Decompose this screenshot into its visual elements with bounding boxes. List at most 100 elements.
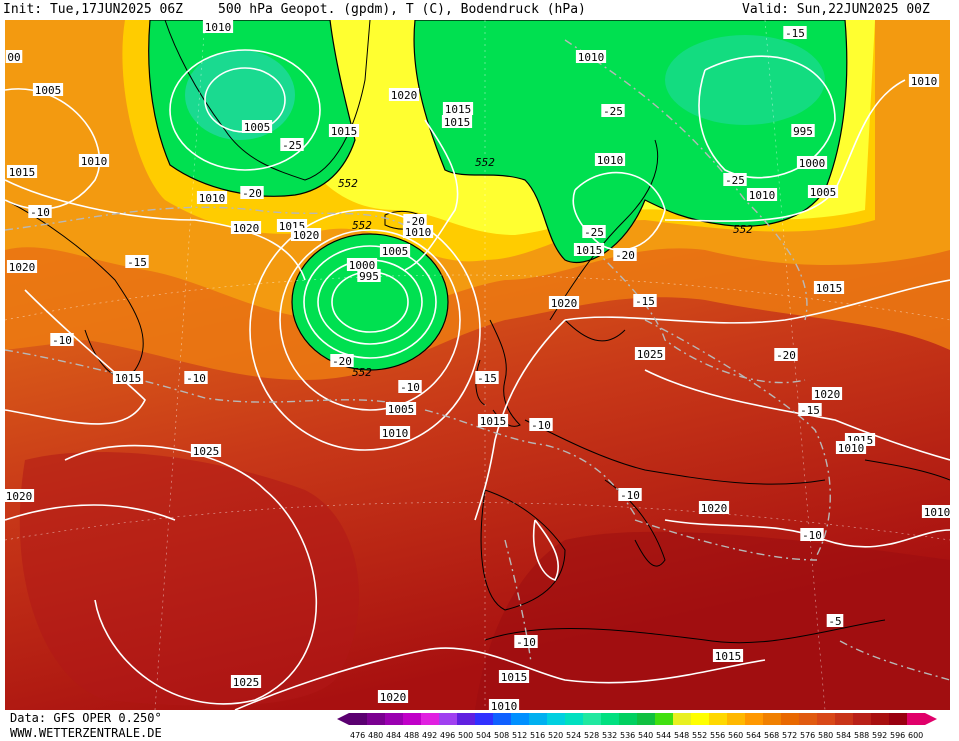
isobar-label: 00 [7, 51, 20, 64]
temperature-label: -25 [725, 174, 745, 187]
map-header: Init: Tue,17JUN2025 06Z 500 hPa Geopot. … [0, 0, 959, 20]
isobar-label-box [230, 221, 262, 234]
legend-value: 488 [404, 731, 419, 740]
isobar-label-box [328, 124, 360, 137]
legend-swatch [745, 713, 763, 725]
legend-value: 492 [422, 731, 437, 740]
temperature-label: -20 [776, 349, 796, 362]
legend-swatch [511, 713, 529, 725]
isobar-label: 1020 [391, 89, 418, 102]
isobar-label: 1010 [81, 155, 108, 168]
isobar-label: 1005 [388, 403, 415, 416]
legend-swatch [871, 713, 889, 725]
isobar-label: 1010 [382, 427, 409, 440]
isobar-label-box [32, 83, 64, 96]
legend-value: 568 [764, 731, 779, 740]
isobar-label: 1015 [331, 125, 358, 138]
legend-value: 484 [386, 731, 401, 740]
coast-iberia [480, 489, 566, 611]
temperature-label: -10 [186, 372, 206, 385]
isobar-label: 1020 [814, 388, 841, 401]
isobar-label: 1025 [637, 348, 664, 361]
isobar-label-box [921, 505, 950, 518]
temperature-label-box [601, 104, 625, 117]
legend-value: 556 [710, 731, 725, 740]
legend-swatch [655, 713, 673, 725]
isobar-label-box [196, 191, 228, 204]
legend-swatch [907, 713, 925, 725]
isobar-label: 1025 [233, 676, 260, 689]
temperature-label: -10 [516, 636, 536, 649]
legend-swatch [547, 713, 565, 725]
temperature-label: -25 [584, 226, 604, 239]
temperature-label-box [184, 371, 208, 384]
legend-value: 500 [458, 731, 473, 740]
isobar-label: 995 [359, 270, 379, 283]
legend-swatch [727, 713, 745, 725]
isobar-label-box [6, 165, 38, 178]
isobar-label: 1020 [9, 261, 36, 274]
legend-value: 592 [872, 731, 887, 740]
legend-swatch [889, 713, 907, 725]
temperature-label-box [514, 635, 538, 648]
color-legend: 476 480 484 488 492 496 500 504 508 512 516 520 524 5… [337, 713, 937, 740]
coast-canada [5, 199, 144, 377]
legend-swatch [763, 713, 781, 725]
legend-swatch [565, 713, 583, 725]
isotherms [5, 39, 950, 681]
isobar-label-box [811, 387, 843, 400]
isobar-label: 1015 [501, 671, 528, 684]
isobar-label: 1005 [382, 245, 409, 258]
legend-swatch [619, 713, 637, 725]
website: WWW.WETTERZENTRALE.DE [10, 726, 162, 740]
legend-value: 476 [350, 731, 365, 740]
isobar-label-box [379, 244, 411, 257]
isobar-label-box [594, 153, 626, 166]
isobar-label-box [634, 347, 666, 360]
data-source: Data: GFS OPER 0.250° [10, 711, 162, 725]
temperature-label-box [50, 333, 74, 346]
temperature-label: -10 [620, 489, 640, 502]
isobar-label-box [835, 441, 867, 454]
isobar-label: 1000 [349, 259, 376, 272]
isobar-label-box [698, 501, 730, 514]
temperature-label: -10 [531, 419, 551, 432]
legend-value: 480 [368, 731, 383, 740]
isobar-label: 1000 [799, 157, 826, 170]
temperature-labels: -25-20-15-10-10-10-20-20-10-15-10-15-25-… [28, 26, 844, 649]
temperature-label-box [240, 186, 264, 199]
temperature-label-box [398, 380, 422, 393]
isobar-label-box [377, 690, 409, 703]
isobar-label: 1010 [924, 506, 950, 519]
shade-dark-mediterranean [475, 531, 950, 710]
isobar-label: 1010 [911, 75, 938, 88]
isobar-label-box [791, 124, 815, 137]
valid-time: Valid: Sun,22JUN2025 00Z [742, 2, 930, 17]
isobar-label-box [807, 185, 839, 198]
temperature-label-box [403, 214, 427, 227]
isobar-label: 1010 [491, 700, 518, 710]
isobar-label-box [346, 258, 378, 271]
isobar-label: 1010 [199, 192, 226, 205]
shade-dark-atlantic [19, 451, 360, 706]
legend-value: 576 [800, 731, 815, 740]
legend-swatch [529, 713, 547, 725]
isobar-label: 1010 [749, 189, 776, 202]
isobar-label: 1015 [9, 166, 36, 179]
isobar-label-box [498, 670, 530, 683]
isobar-label: 1015 [816, 282, 843, 295]
isobar-label: 1025 [193, 445, 220, 458]
isobar-label: 1005 [810, 186, 837, 199]
weather-map: 1010 1005 1005 1010 1015 1010 1020 1015 1020 1020… [5, 20, 950, 710]
legend-swatch [691, 713, 709, 725]
isobar-label-box [290, 228, 322, 241]
legend-swatch [709, 713, 727, 725]
temperature-label-box [783, 26, 807, 39]
geopotential-label: 552 [352, 219, 372, 232]
legend-swatch [583, 713, 601, 725]
isobar-label-box [230, 675, 262, 688]
isobar-label: 1010 [578, 51, 605, 64]
temperature-label: -15 [477, 372, 497, 385]
temperature-label: -20 [615, 249, 635, 262]
isobar-label-box [78, 154, 110, 167]
